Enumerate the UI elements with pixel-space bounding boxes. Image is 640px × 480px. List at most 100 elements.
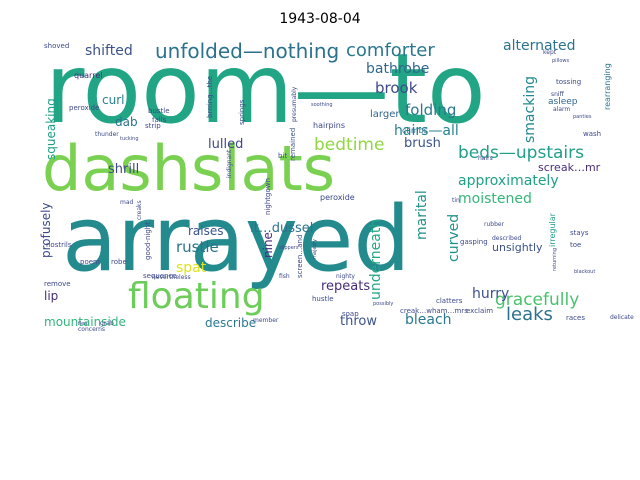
word-it-dussel: it…dussel	[250, 221, 313, 236]
word-gracefully: gracefully	[495, 290, 579, 310]
word-slippers: slippers	[279, 245, 299, 251]
word-clatters: clatters	[436, 297, 463, 305]
word-creak-wham-mrs: creak…wham…mrs	[400, 307, 468, 315]
word-hairs-all: hairs—all	[394, 123, 459, 139]
word-indignant: indignant	[226, 149, 233, 178]
word-hairpins: hairpins	[313, 121, 345, 130]
word-nostrils: nostrils	[46, 241, 72, 249]
word-repeats: repeats	[321, 279, 370, 294]
word-poem: poem	[80, 258, 100, 266]
word-mountainside: mountainside	[44, 315, 126, 329]
word-approximately: approximately	[458, 173, 559, 189]
word-moistened: moistened	[458, 191, 532, 207]
word-hurry: hurry	[472, 286, 509, 302]
word-leaks: leaks	[506, 304, 553, 325]
word-tin: tin	[452, 197, 460, 204]
word-comforter: comforter	[346, 40, 435, 61]
word-returning: returning	[552, 248, 558, 271]
word-bit: bit	[278, 152, 287, 160]
chart-title: 1943-08-04	[279, 11, 361, 27]
word-soap: soap	[342, 310, 359, 318]
word-brush: brush	[404, 136, 441, 151]
word-rearranging: rearranging	[603, 63, 612, 110]
word-hairs: hairs	[478, 155, 493, 162]
word-wash: wash	[583, 130, 601, 138]
word-strip: strip	[145, 122, 161, 130]
word-hustle: hustle	[312, 295, 334, 303]
word-described: described	[492, 235, 522, 242]
word-tossing: tossing	[556, 78, 581, 86]
word-peroxide: peroxide	[69, 104, 99, 112]
word-throw: throw	[340, 314, 377, 329]
word-brrring-the: brrring…the	[206, 76, 214, 118]
word-floating: floating	[128, 276, 265, 317]
word-sniff: sniff	[551, 91, 565, 98]
word-unfolded-nothing: unfolded—nothing	[155, 39, 339, 63]
word-remained: remained	[289, 128, 297, 161]
word-mad: mad	[120, 199, 134, 206]
word-curl: curl	[102, 93, 124, 107]
word-folding: folding	[405, 101, 456, 119]
word-shoved: shoved	[44, 42, 69, 50]
word-robe: robe	[111, 258, 127, 266]
word-nighty: nighty	[336, 273, 355, 280]
word-sequence: sequence	[143, 272, 177, 280]
word-flea: flea	[78, 321, 87, 327]
word-profusely: profusely	[39, 202, 53, 258]
word-smacking: smacking	[522, 76, 538, 143]
word-describe: describe	[205, 316, 256, 330]
word-possibly: possibly	[373, 301, 393, 307]
word-blackout: blackout	[574, 269, 595, 275]
word-tucking: tucking	[120, 136, 139, 142]
word-creaks: creaks	[136, 200, 143, 220]
word-marital: marital	[414, 190, 430, 240]
word-kept: kept	[543, 49, 557, 56]
word-asleep: asleep	[548, 97, 578, 107]
word-unsightly: unsightly	[492, 241, 543, 254]
word-brook: brook	[375, 79, 418, 97]
word-falls: falls	[152, 116, 167, 124]
word-panties: panties	[573, 114, 592, 120]
word-shrill: shrill	[108, 162, 139, 177]
word-alternated: alternated	[503, 38, 576, 54]
word-remove: remove	[44, 280, 71, 288]
word-fish: fish	[279, 273, 290, 280]
word-majesty: majesty	[312, 239, 318, 259]
word-arrayed: arrayed	[62, 187, 411, 292]
word-member: member	[253, 317, 279, 324]
word-squeaking: squeaking	[44, 98, 58, 160]
word-exclaim: exclaim	[466, 307, 493, 315]
word-lip: lip	[44, 289, 58, 303]
word-good-night: good-night	[144, 222, 152, 260]
word-bleach: bleach	[405, 312, 452, 328]
word-shifted: shifted	[85, 43, 133, 59]
word-thunder: thunder	[95, 131, 119, 138]
word-bustle: bustle	[148, 107, 170, 115]
word-raises: raises	[188, 224, 224, 238]
word-toe: toe	[570, 241, 581, 249]
word-screen-and: screen…and	[296, 235, 304, 278]
word-presumably: presumably	[291, 86, 298, 122]
word-quarrel: quarrel	[74, 71, 102, 80]
word-springs: springs	[238, 99, 246, 125]
word-climbs: climbs	[402, 126, 428, 135]
word-nevertheless: nevertheless	[152, 274, 191, 281]
word-races: races	[566, 314, 585, 322]
word-larger: larger	[370, 109, 400, 120]
word-grab: grab	[100, 320, 114, 327]
word-dab: dab	[115, 115, 138, 129]
word-alarm: alarm	[553, 106, 570, 113]
word-concerns: concerns	[78, 326, 105, 333]
word-peroxide: peroxide	[320, 193, 355, 202]
word-beds-upstairs: beds—upstairs	[458, 143, 584, 163]
word-screak-mr: screak…mr	[538, 161, 601, 174]
word-gasping: gasping	[460, 238, 488, 246]
word-bathrobe: bathrobe	[366, 61, 429, 77]
word-pillows: pillows	[552, 58, 569, 64]
word-nightgown: nightgown	[264, 178, 272, 215]
word-underneath: underneath	[368, 219, 384, 300]
word-room-to: room—to	[45, 33, 486, 145]
word-bedtime: bedtime	[314, 135, 384, 155]
